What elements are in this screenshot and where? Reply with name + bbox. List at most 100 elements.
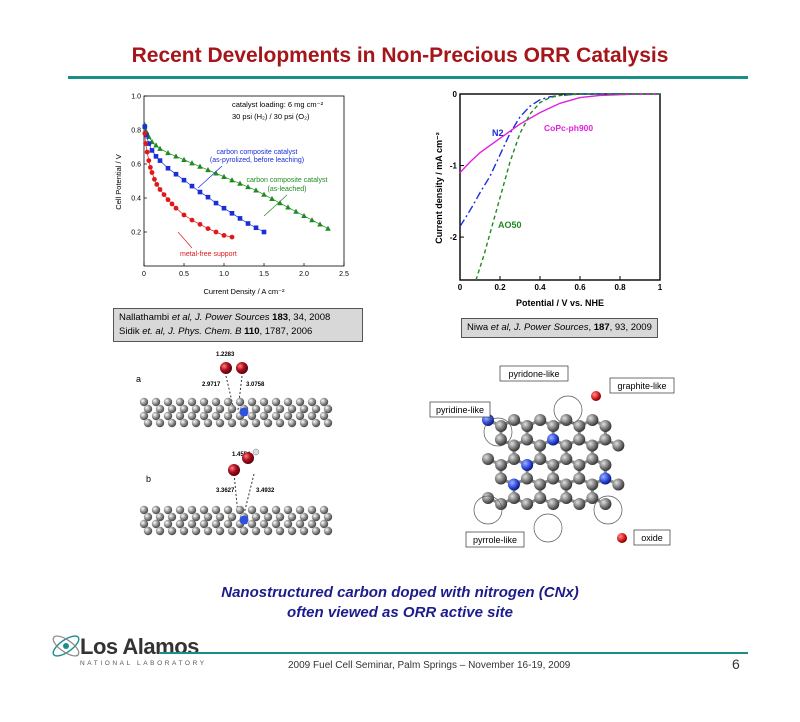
label-graphite: graphite-like <box>617 381 666 391</box>
carbon-atom <box>547 472 560 485</box>
carbon-atom <box>151 411 161 421</box>
data-point-leached <box>189 160 195 166</box>
data-point-pyrolized <box>213 200 219 206</box>
carbon-atom <box>203 512 213 522</box>
carbon-atom <box>287 526 297 536</box>
carbon-atom <box>199 411 209 421</box>
data-point-pyrolized <box>229 211 235 216</box>
carbon-atom <box>227 404 237 414</box>
carbon-atom <box>167 526 177 536</box>
pointer-pyrolized <box>197 165 223 189</box>
site-highlight <box>533 513 563 543</box>
carbon-atom <box>175 411 185 421</box>
carbon-atom <box>521 420 534 432</box>
site-highlight <box>483 417 513 447</box>
label-n2: N2 <box>492 128 504 138</box>
nitrogen-atom <box>239 515 249 525</box>
data-point-leached <box>181 156 187 162</box>
caption-line-1: Nanostructured carbon doped with nitroge… <box>221 584 579 601</box>
carbon-atom <box>143 418 153 428</box>
data-point-leached <box>221 173 227 179</box>
data-point-pyrolized <box>153 154 159 159</box>
carbon-atom <box>139 505 149 515</box>
carbon-atom <box>187 505 197 515</box>
carbon-atom <box>259 397 269 407</box>
carbon-atom <box>259 411 269 421</box>
model-b-d1: 1.4554 <box>232 452 251 458</box>
data-point-leached <box>269 195 275 202</box>
oxygen-atom <box>617 533 627 543</box>
nitrogen-label-a: N <box>242 409 248 418</box>
los-alamos-logo-icon <box>52 635 80 657</box>
data-point-pyrolized <box>253 225 259 231</box>
data-point-pyrolized <box>221 205 227 211</box>
carbon-atom <box>311 404 321 414</box>
carbon-atom <box>495 420 508 432</box>
carbon-atom <box>612 478 625 491</box>
carbon-atom <box>211 519 221 529</box>
carbon-atom <box>187 519 197 529</box>
nitrogen-atom <box>521 459 534 471</box>
data-point-metal-free <box>157 187 163 192</box>
oxygen-atom-b2 <box>242 452 254 464</box>
carbon-atom <box>299 526 309 536</box>
carbon-atom <box>307 397 317 407</box>
carbon-atom <box>521 498 534 510</box>
carbon-atom <box>307 519 317 529</box>
carbon-atom <box>223 505 233 515</box>
label-pyridone: pyridone-like <box>508 369 559 379</box>
carbon-atom <box>287 404 297 414</box>
hydrogen-atom-b <box>252 448 260 456</box>
carbon-atom <box>163 519 173 529</box>
carbon-atom <box>323 404 333 414</box>
data-point-leached <box>237 180 243 186</box>
data-point-leached <box>325 225 331 231</box>
y-axis-label: Cell Potential / V <box>114 154 123 209</box>
page-number: 6 <box>732 656 740 672</box>
carbon-atom <box>211 397 221 407</box>
data-point-leached <box>205 166 211 173</box>
data-point-pyrolized <box>142 124 148 129</box>
reference-sidik: Sidik et. al, J. Phys. Chem. B 110, 1787… <box>119 326 313 337</box>
carbon-atom <box>271 505 281 515</box>
carbon-atom <box>215 526 225 536</box>
data-point-metal-free <box>181 212 187 218</box>
bond-b-2 <box>243 473 255 515</box>
data-point-metal-free <box>173 205 179 211</box>
carbon-atom <box>547 459 560 471</box>
carbon-atom <box>203 526 213 536</box>
carbon-atom <box>139 397 149 407</box>
cnx-structure-svg: pyridone-like graphite-like pyridine-lik… <box>429 365 675 548</box>
carbon-atom <box>586 439 599 452</box>
label-leached-2: (as-leached) <box>268 186 307 193</box>
data-point-leached <box>285 204 291 210</box>
carbon-atom <box>151 397 161 407</box>
carbon-atom <box>203 404 213 414</box>
carbon-atom <box>247 519 257 529</box>
carbon-atom <box>319 519 329 529</box>
carbon-atom <box>311 526 321 536</box>
carbon-atom <box>175 505 185 515</box>
label-pyrolized-2: (as-pyrolized, before leaching) <box>210 157 304 164</box>
site-highlight <box>553 395 583 425</box>
carbon-atom <box>263 418 273 428</box>
carbon-atom <box>263 526 273 536</box>
carbon-atom <box>223 519 233 529</box>
carbon-atom <box>299 418 309 428</box>
x-tick-label: 2.0 <box>299 271 309 278</box>
carbon-atom <box>227 512 237 522</box>
data-point-pyrolized <box>197 189 203 195</box>
x-tick-label-2: 0.6 <box>574 283 586 292</box>
data-point-metal-free <box>144 149 150 155</box>
carbon-atom <box>295 411 305 421</box>
data-point-metal-free <box>148 165 153 170</box>
nitrogen-atom <box>239 407 249 417</box>
data-point-leached <box>277 200 283 206</box>
label-pyrrole: pyrrole-like <box>473 535 517 545</box>
carbon-atom <box>259 505 269 515</box>
carbon-atom <box>203 418 213 428</box>
x-tick-label-2: 0.8 <box>614 283 626 292</box>
y-tick-label: 0.2 <box>131 230 141 237</box>
y-tick-label-2: -2 <box>450 233 458 242</box>
x-tick-label: 1.0 <box>219 271 229 278</box>
